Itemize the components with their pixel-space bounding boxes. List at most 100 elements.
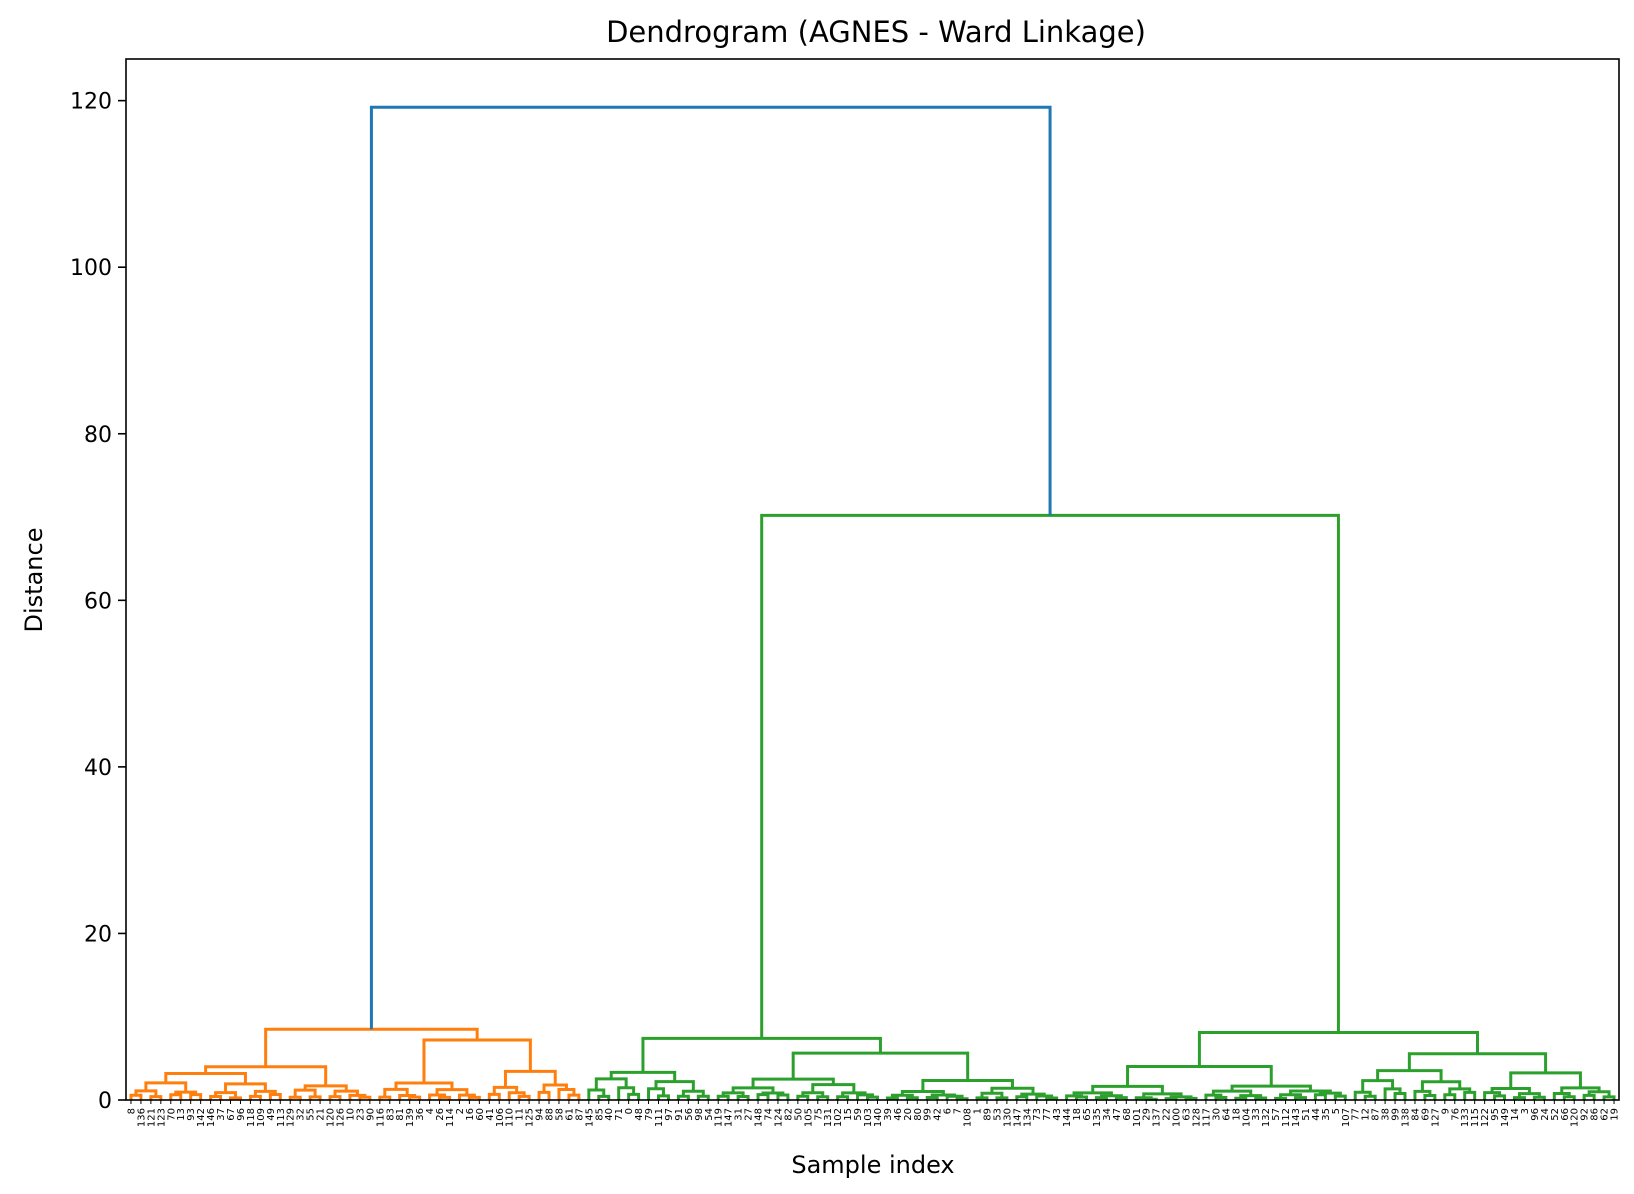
- leaf-label: 136: [136, 1108, 147, 1127]
- cluster-2-link: [1211, 1089, 1253, 1096]
- leaf-label: 102: [833, 1108, 844, 1127]
- leaf-label: 29: [1142, 1108, 1153, 1121]
- cluster-1-link: [288, 1095, 302, 1100]
- leaf-label: 145: [584, 1108, 595, 1127]
- leaf-label: 1: [973, 1108, 984, 1114]
- cluster-1-link: [164, 1072, 247, 1084]
- leaf-label: 10: [345, 1108, 356, 1121]
- leaf-label: 52: [1550, 1108, 1561, 1121]
- cluster-2-link: [980, 1091, 1004, 1098]
- cluster-1-link: [422, 1038, 532, 1083]
- leaf-label: 92: [1580, 1108, 1591, 1121]
- leaf-label: 61: [564, 1108, 575, 1121]
- leaf-label: 83: [385, 1108, 396, 1121]
- cluster-1-link: [134, 1089, 158, 1097]
- leaf-label: 110: [505, 1108, 516, 1127]
- y-tick-label: 100: [70, 256, 112, 281]
- cluster-2-link: [587, 1088, 606, 1100]
- cluster-2-link: [1015, 1095, 1029, 1100]
- y-tick-label: 60: [84, 589, 112, 614]
- leaf-label: 147: [724, 1108, 735, 1127]
- cluster-2-link: [1448, 1087, 1472, 1095]
- cluster-1-link: [248, 1094, 262, 1100]
- leaf-label: 118: [246, 1108, 257, 1127]
- cluster-2-link: [905, 1096, 919, 1100]
- leaf-label: 41: [485, 1108, 496, 1121]
- leaf-label: 90: [365, 1108, 376, 1121]
- leaf-label: 13: [176, 1108, 187, 1121]
- leaf-label: 0: [624, 1108, 635, 1114]
- leaf-label: 68: [1122, 1108, 1133, 1121]
- cluster-2-link: [1313, 1093, 1327, 1100]
- leaf-label: 39: [883, 1108, 894, 1121]
- leaf-label: 82: [783, 1108, 794, 1121]
- leaf-label: 12: [1361, 1108, 1372, 1121]
- leaf-label: 143: [1291, 1108, 1302, 1127]
- leaf-label: 96: [236, 1108, 247, 1121]
- leaf-label: 40: [604, 1108, 615, 1121]
- leaf-label: 42: [933, 1108, 944, 1121]
- plot-frame: [125, 58, 1620, 1101]
- leaf-label: 71: [614, 1108, 625, 1121]
- leaf-label: 8: [126, 1108, 137, 1114]
- leaf-label: 120: [1570, 1108, 1581, 1127]
- leaf-label: 108: [963, 1108, 974, 1127]
- leaf-label: 60: [475, 1108, 486, 1121]
- cluster-2-link: [1393, 1091, 1407, 1100]
- leaf-label: 63: [1182, 1108, 1193, 1121]
- cluster-2-link: [921, 1078, 1014, 1092]
- leaf-label: 43: [1052, 1108, 1063, 1121]
- leaf-label: 88: [545, 1108, 556, 1121]
- cluster-1-link: [428, 1093, 447, 1100]
- leaf-label: 77: [1042, 1108, 1053, 1121]
- leaf-label: 15: [843, 1108, 854, 1121]
- leaf-label: 122: [1480, 1108, 1491, 1127]
- cluster-1-link: [378, 1095, 392, 1100]
- leaf-label: 148: [754, 1108, 765, 1127]
- cluster-1-link: [303, 1084, 348, 1092]
- leaf-label: 138: [1401, 1108, 1412, 1127]
- leaf-label: 80: [913, 1108, 924, 1121]
- cluster-1-link: [408, 1095, 422, 1100]
- cluster-1-link: [189, 1093, 203, 1100]
- leaf-label: 19: [1610, 1108, 1621, 1121]
- leaf-label: 121: [146, 1108, 157, 1127]
- leaf-label: 134: [1022, 1108, 1033, 1127]
- x-axis-leaf-labels: 8136121123701393142146376796118109491131…: [126, 1100, 1621, 1127]
- leaf-label: 48: [634, 1108, 645, 1121]
- leaf-label: 103: [863, 1108, 874, 1127]
- cluster-1-link: [214, 1091, 237, 1098]
- leaf-label: 87: [574, 1108, 585, 1121]
- leaf-label: 44: [1311, 1108, 1322, 1121]
- leaf-label: 50: [793, 1108, 804, 1121]
- leaf-label: 87: [1371, 1108, 1382, 1121]
- cluster-1-link: [253, 1089, 277, 1097]
- leaf-label: 120: [326, 1108, 337, 1127]
- leaf-label: 106: [495, 1108, 506, 1127]
- leaf-label: 14: [1510, 1108, 1521, 1121]
- leaf-label: 91: [674, 1108, 685, 1121]
- cluster-2-link: [801, 1091, 825, 1097]
- cluster-1-link: [542, 1083, 568, 1093]
- leaf-label: 104: [1241, 1108, 1252, 1127]
- leaf-label: 18: [1072, 1108, 1083, 1121]
- y-axis-title: Distance: [20, 528, 48, 633]
- leaf-label: 32: [296, 1108, 307, 1121]
- leaf-label: 105: [803, 1108, 814, 1127]
- leaf-label: 3: [1520, 1108, 1531, 1114]
- leaf-label: 56: [684, 1108, 695, 1121]
- cluster-1-link: [492, 1085, 519, 1095]
- cluster-1-link: [209, 1095, 223, 1100]
- cluster-1-link: [144, 1081, 188, 1093]
- cluster-2-link: [657, 1094, 670, 1100]
- x-axis-title: Sample index: [791, 1151, 954, 1179]
- leaf-label: 53: [992, 1108, 1003, 1121]
- cluster-2-link: [1274, 1096, 1288, 1100]
- cluster-1-link: [467, 1095, 481, 1100]
- cluster-2-link: [736, 1095, 750, 1100]
- leaf-label: 24: [1540, 1108, 1551, 1121]
- leaf-label: 107: [1341, 1108, 1352, 1127]
- leaf-label: 116: [375, 1108, 386, 1127]
- cluster-2-link: [1413, 1089, 1432, 1100]
- leaf-label: 27: [744, 1108, 755, 1121]
